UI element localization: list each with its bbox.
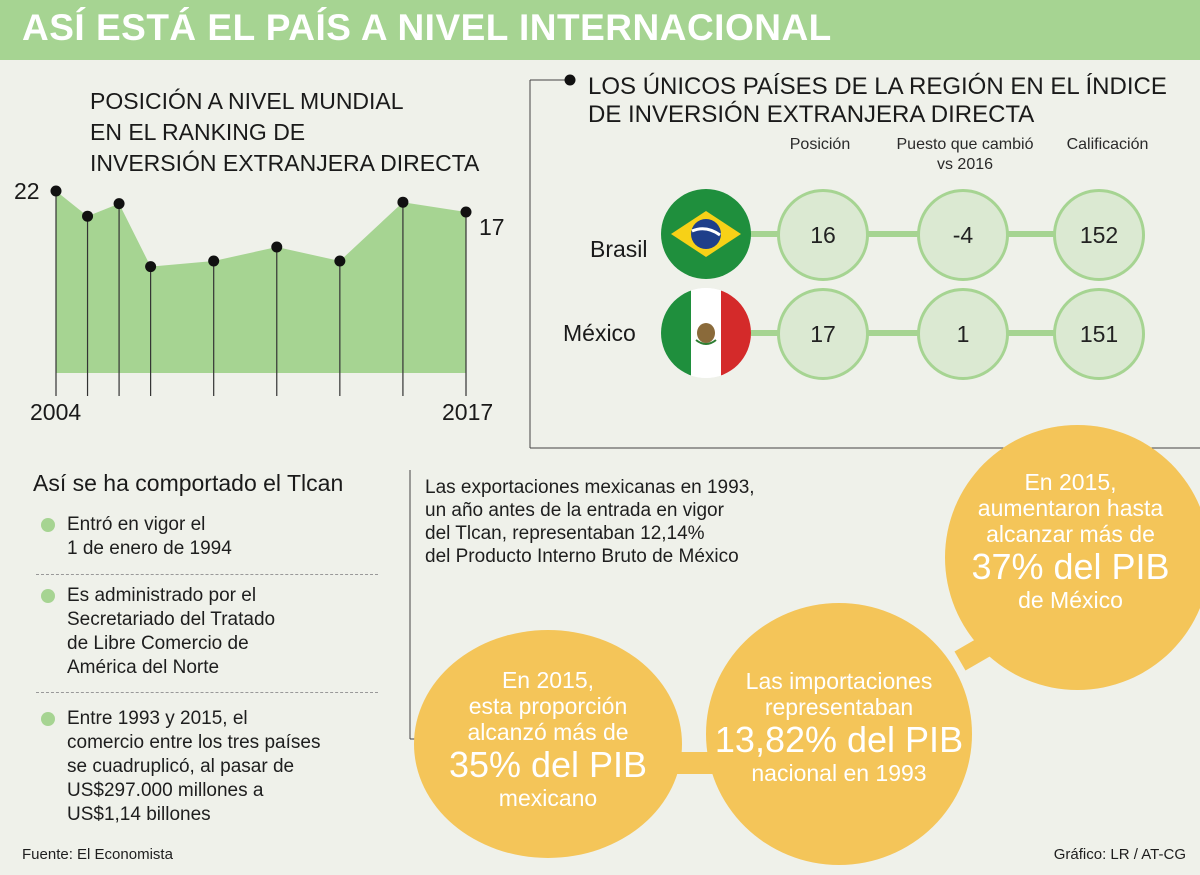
divider — [36, 692, 378, 693]
header-rating: Calificación — [1066, 136, 1149, 153]
bullet-line: Es administrado por el — [67, 585, 257, 606]
mexico-rating-value: 151 — [1053, 288, 1145, 380]
region-title: LOS ÚNICOS PAÍSES DE LA REGIÓN EN EL ÍND… — [588, 73, 1198, 129]
country-mexico: México — [563, 320, 636, 346]
bullet-line: Entre 1993 y 2015, el — [67, 708, 248, 729]
header-position: Posición — [789, 136, 851, 153]
data-point — [334, 255, 346, 267]
circle-imports-1993: Las importaciones representaban 13,82% d… — [706, 603, 972, 865]
first-value-label: 22 — [14, 178, 40, 204]
bullet-line: Entró en vigor el — [67, 514, 206, 535]
circle-line: de México — [1018, 587, 1123, 613]
bullet-line: US$297.000 millones a — [67, 780, 264, 801]
circle-exports-2015: En 2015, esta proporción alcanzó más de … — [414, 630, 682, 858]
bullet-line: 1 de enero de 1994 — [67, 538, 232, 559]
tlcan-bullet: Entró en vigor el 1 de enero de 1994 — [36, 513, 381, 561]
circle-line: En 2015, — [501, 667, 595, 693]
data-point — [208, 255, 220, 267]
brasil-position-value: 16 — [777, 189, 869, 281]
note-line: Las exportaciones mexicanas en 1993, — [425, 477, 755, 498]
x-tick-last: 2017 — [442, 399, 493, 425]
circle-line: mexicano — [498, 785, 598, 811]
tlcan-bullet: Es administrado por el Secretariado del … — [36, 584, 381, 680]
chart-title-line: EN EL RANKING DE — [90, 119, 306, 145]
circle-highlight: 13,82% del PIB — [714, 719, 964, 760]
tlcan-bullet: Entre 1993 y 2015, el comercio entre los… — [36, 707, 381, 827]
credit-note: Gráfico: LR / AT-CG — [1053, 846, 1186, 863]
chart-title-line: INVERSIÓN EXTRANJERA DIRECTA — [90, 150, 480, 176]
circle-line: esta proporción — [468, 693, 628, 719]
bullet-line: US$1,14 billones — [67, 804, 211, 825]
bullet-line: de Libre Comercio de — [67, 633, 249, 654]
circle-line: alcanzar más de — [986, 521, 1155, 547]
last-value-label: 17 — [479, 214, 505, 240]
circle-line: representaban — [764, 694, 914, 720]
mexico-position-value: 17 — [777, 288, 869, 380]
bullet-dot-icon — [41, 589, 55, 603]
bullet-dot-icon — [41, 712, 55, 726]
data-point — [82, 210, 94, 222]
source-note: Fuente: El Economista — [22, 846, 173, 863]
page-title: ASÍ ESTÁ EL PAÍS A NIVEL INTERNACIONAL — [22, 7, 832, 48]
mexico-change-value: 1 — [917, 288, 1009, 380]
brasil-change-value: -4 — [917, 189, 1009, 281]
circle-line: aumentaron hasta — [977, 495, 1164, 521]
country-brasil: Brasil — [590, 236, 648, 262]
circle-imports-2015: En 2015, aumentaron hasta alcanzar más d… — [945, 425, 1200, 690]
title-banner: ASÍ ESTÁ EL PAÍS A NIVEL INTERNACIONAL — [0, 0, 1200, 60]
mexico-flag-icon — [661, 288, 751, 378]
header-change-line: vs 2016 — [936, 156, 994, 173]
divider — [36, 574, 378, 575]
exports-note: Las exportaciones mexicanas en 1993, un … — [425, 476, 845, 568]
chart-title: POSICIÓN A NIVEL MUNDIAL EN EL RANKING D… — [90, 86, 510, 179]
brazil-flag-icon — [661, 189, 751, 279]
circle-highlight: 37% del PIB — [971, 546, 1170, 587]
bullet-line: se cuadruplicó, al pasar de — [67, 756, 295, 777]
chart-title-line: POSICIÓN A NIVEL MUNDIAL — [90, 88, 404, 114]
region-title-line: DE INVERSIÓN EXTRANJERA DIRECTA — [588, 101, 1035, 128]
circle-line: En 2015, — [1024, 469, 1117, 495]
circle-line: nacional en 1993 — [751, 760, 927, 786]
tlcan-title: Así se ha comportado el Tlcan — [33, 470, 344, 496]
note-line: del Tlcan, representaban 12,14% — [425, 523, 705, 544]
brasil-rating-value: 152 — [1053, 189, 1145, 281]
ranking-area-chart: 22 17 2004 2017 — [14, 178, 505, 425]
header-change-line: Puesto que cambió — [896, 136, 1034, 153]
data-point — [271, 241, 283, 253]
x-tick-first: 2004 — [30, 399, 81, 425]
data-point — [145, 261, 157, 273]
region-title-line: LOS ÚNICOS PAÍSES DE LA REGIÓN EN EL ÍND… — [588, 73, 1167, 100]
circle-line: alcanzó más de — [467, 719, 629, 745]
area-series — [56, 191, 466, 373]
bullet-dot-icon — [41, 518, 55, 532]
data-point — [113, 198, 125, 210]
data-point — [50, 185, 62, 197]
data-point — [460, 206, 472, 218]
note-line: un año antes de la entrada en vigor — [425, 500, 724, 521]
data-point — [397, 196, 409, 208]
bullet-line: América del Norte — [67, 657, 220, 678]
header-change: Puesto que cambió vs 2016 — [885, 135, 1045, 175]
circle-line: Las importaciones — [745, 668, 933, 694]
region-title-dot — [564, 74, 576, 86]
circle-highlight: 35% del PIB — [448, 744, 648, 785]
bullet-line: comercio entre los tres países — [67, 732, 321, 753]
bullet-line: Secretariado del Tratado — [67, 609, 276, 630]
note-line: del Producto Interno Bruto de México — [425, 546, 739, 567]
